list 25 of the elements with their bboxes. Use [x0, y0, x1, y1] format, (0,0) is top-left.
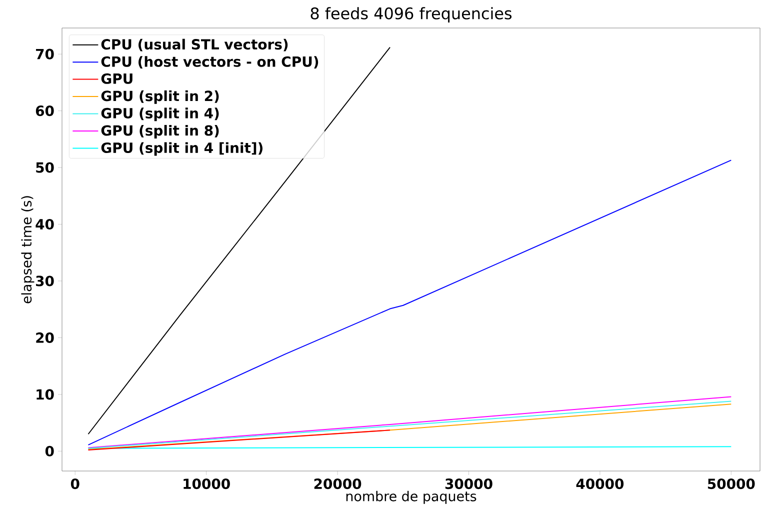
legend-label: CPU (host vectors - on CPU): [101, 56, 318, 69]
legend-label: GPU (split in 8): [101, 124, 219, 138]
legend-label: CPU (usual STL vectors): [101, 38, 288, 52]
x-tick-label: 10000: [184, 478, 230, 490]
y-tick-label: 60: [36, 106, 54, 116]
y-tick-label: 0: [45, 446, 54, 456]
x-tick-label: 20000: [314, 478, 362, 490]
y-tick-label: 40: [36, 218, 54, 230]
x-axis-title: nombre de paquets: [346, 490, 476, 504]
chart-title: 8 feeds 4096 frequencies: [310, 7, 512, 22]
legend-label: GPU (split in 4 [init]): [101, 142, 262, 156]
legend-label: GPU (split in 2): [101, 90, 219, 104]
x-tick-label: 0: [70, 478, 80, 490]
y-tick-label: 20: [36, 332, 54, 343]
x-tick-label: 50000: [708, 478, 755, 490]
y-tick-label: 30: [36, 276, 54, 286]
x-tick-label: 40000: [576, 478, 624, 490]
line-series: [88, 160, 732, 446]
y-tick-label: 10: [36, 389, 54, 400]
legend-label: GPU: [101, 73, 132, 84]
y-tick-label: 70: [36, 48, 54, 60]
legend-label: GPU (split in 4): [101, 108, 219, 122]
x-tick-label: 30000: [445, 478, 492, 490]
y-tick-label: 50: [36, 162, 54, 173]
y-axis-title: elapsed time (s): [21, 196, 34, 304]
